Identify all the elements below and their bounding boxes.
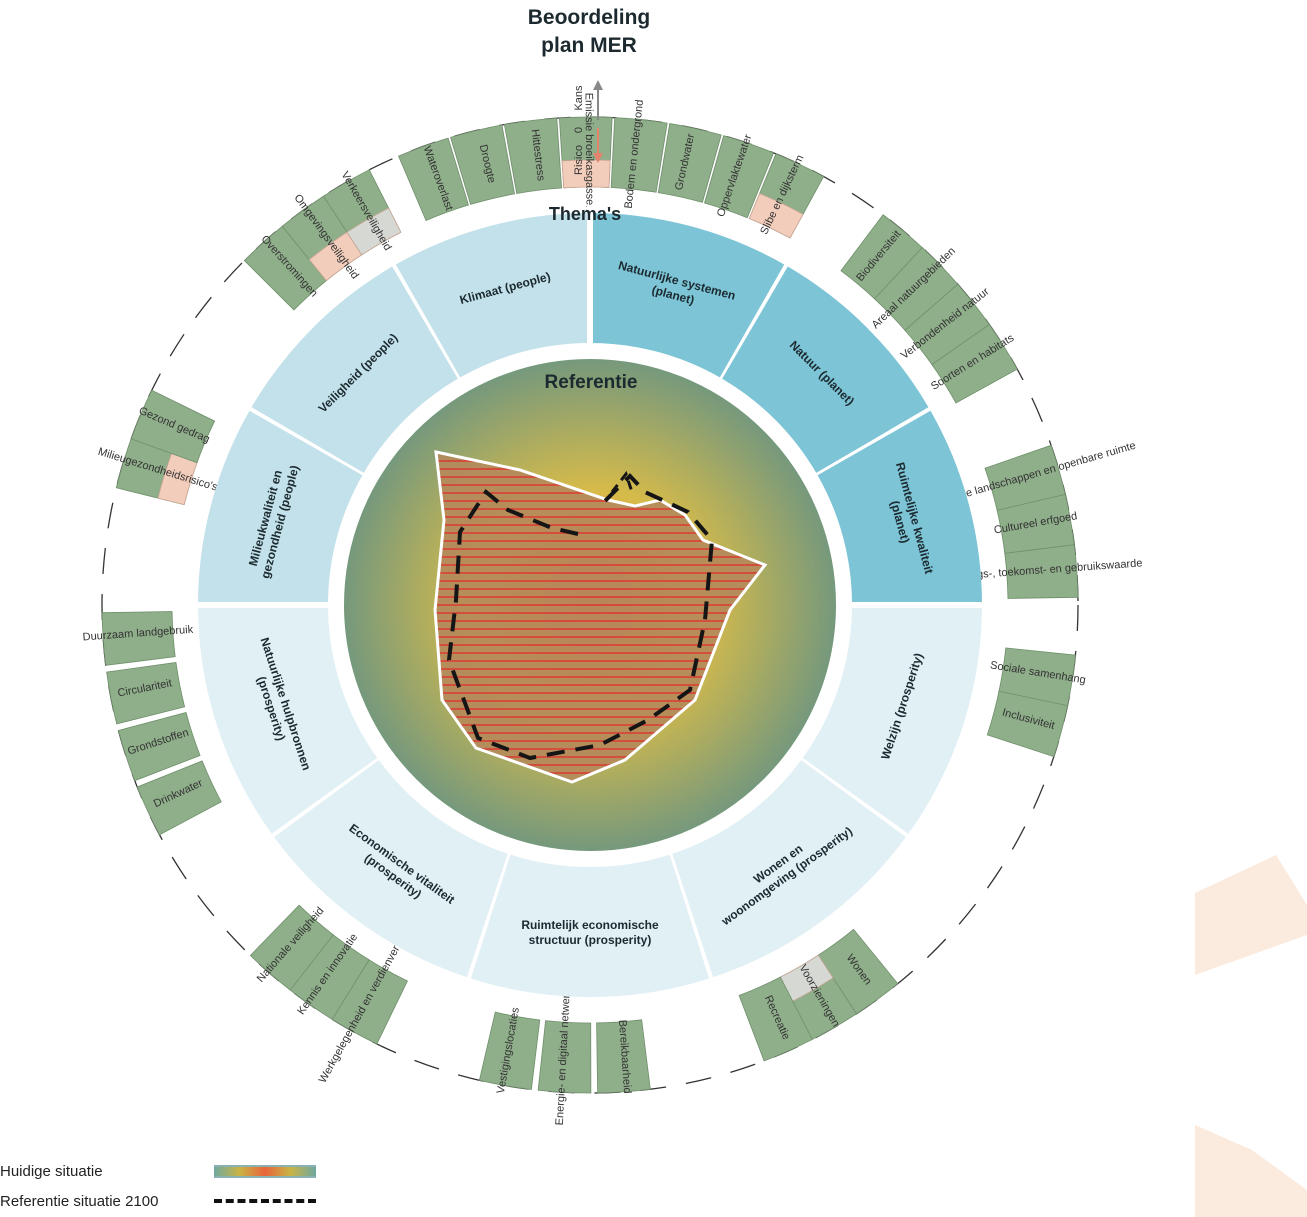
theme-segment: [395, 213, 589, 378]
indicator-block: Wateroverlast: [398, 137, 469, 222]
indicator-block: Hittestress: [503, 117, 562, 194]
current-situation-area: [433, 450, 768, 784]
indicator-score-bar: [561, 159, 611, 189]
theme-segment: [274, 760, 508, 978]
risico-arrowhead: [593, 153, 603, 163]
indicator-blocks: Wateroverlast Droogte Hittestress Emissie b…: [82, 93, 1142, 1126]
indicator-block: Vestigingslocaties: [478, 1006, 541, 1095]
indicator-kans-bar: [136, 760, 222, 836]
indicator-kans-bar: [398, 137, 469, 222]
legend-item-current: Huidige situatie: [0, 1156, 340, 1186]
indicator-kans-bar: [101, 611, 176, 666]
scale-zero-label: 0: [573, 127, 585, 133]
kans-arrowhead: [593, 80, 603, 90]
indicator-score-bar: [346, 207, 402, 256]
indicator-block: Recreatie: [738, 976, 813, 1062]
theme-segment: [802, 606, 982, 834]
indicator-kans-bar: [478, 1011, 541, 1090]
indicator-block: Gezond gedrag: [130, 389, 216, 464]
reference-2100-line-tip: [610, 470, 634, 493]
legend-label-reference: Referentie situatie 2100: [0, 1192, 159, 1210]
theme-ring: Milieukwaliteit engezondheid (people)Vei…: [190, 205, 990, 997]
indicator-block: Oppervlaktewater: [704, 133, 775, 219]
indicator-label: Bereikbaarheid: [616, 1019, 633, 1094]
theme-segment: [251, 266, 458, 473]
scale-kans-label: Kans: [573, 85, 585, 111]
legend-swatch-reference: [214, 1199, 316, 1203]
indicator-block: Circulariteit: [106, 662, 186, 725]
indicator-block: Droogte: [450, 124, 516, 205]
watermark-shape-top: [1195, 855, 1307, 975]
indicator-label: Emissie broeikasgassen: [583, 93, 596, 212]
indicator-block: Grondwater: [657, 123, 722, 203]
indicator-kans-bar: [657, 123, 722, 203]
indicator-score-bar: [748, 193, 804, 239]
theme-segment: [591, 213, 785, 378]
theme-segment: [470, 854, 710, 997]
indicator-kans-bar: [249, 904, 334, 991]
legend-item-reference: Referentie situatie 2100: [0, 1186, 340, 1216]
indicator-kans-bar: [450, 124, 516, 205]
indicator-kans-bar: [117, 711, 201, 782]
indicator-kans-bar: [503, 117, 562, 194]
indicator-block: Energie- en digitaal netwerk: [537, 988, 592, 1126]
watermark-shape-bottom: [1195, 1125, 1307, 1217]
indicator-block: Voorzieningen: [778, 954, 858, 1041]
kans-risico-key: 0 Kans Risico: [573, 80, 603, 175]
indicator-block: Bodem en ondergrond: [610, 99, 668, 209]
theme-segment: [198, 410, 363, 604]
beoordeling-heading-line2: plan MER: [541, 34, 637, 57]
reference-2100-line: [446, 473, 715, 761]
themas-heading: Thema's: [549, 204, 621, 224]
indicator-block: Bereikbaarheid: [596, 1019, 651, 1094]
indicator-kans-bar: [537, 1020, 592, 1094]
scale-risico-label: Risico: [573, 145, 585, 175]
indicator-kans-bar: [610, 117, 668, 193]
theme-segment: [198, 606, 378, 834]
outer-dashed-ring: [101, 116, 1079, 1094]
referentie-heading: Referentie: [545, 372, 638, 393]
indicator-kans-bar: [1004, 544, 1079, 599]
indicator-kans-bar: [931, 323, 1018, 404]
indicator-block: Inclusiviteit: [986, 690, 1068, 758]
indicator-kans-bar: [106, 662, 186, 725]
theme-label: Ruimtelijk economische structuur (prosper…: [521, 918, 659, 947]
indicator-kans-bar: [738, 976, 813, 1062]
theme-segment: [722, 266, 929, 473]
indicator-kans-bar: [986, 690, 1068, 758]
indicator-block: Drinkwater: [136, 760, 222, 836]
indicator-block: Emissie broeikasgassen: [558, 93, 613, 212]
legend-label-current: Huidige situatie: [0, 1162, 103, 1180]
indicator-block: Grondstoffen: [117, 711, 201, 782]
legend: Huidige situatie Referentie situatie 210…: [0, 1156, 340, 1216]
indicator-kans-bar: [130, 389, 216, 464]
beoordeling-heading-line1: Beoordeling: [528, 6, 651, 29]
legend-swatch-current: [214, 1164, 316, 1178]
theme-segment: [817, 410, 982, 604]
indicator-kans-bar: [596, 1019, 651, 1094]
indicator-block: Slibe en dijksterm: [748, 153, 825, 239]
indicator-block: Wonen: [816, 928, 899, 1016]
indicator-block: Duurzaam landgebruik: [82, 611, 194, 666]
indicator-block: Cultureel erfgoed: [993, 493, 1078, 556]
indicator-kans-bar: [704, 135, 775, 219]
theme-segment: [672, 760, 906, 978]
